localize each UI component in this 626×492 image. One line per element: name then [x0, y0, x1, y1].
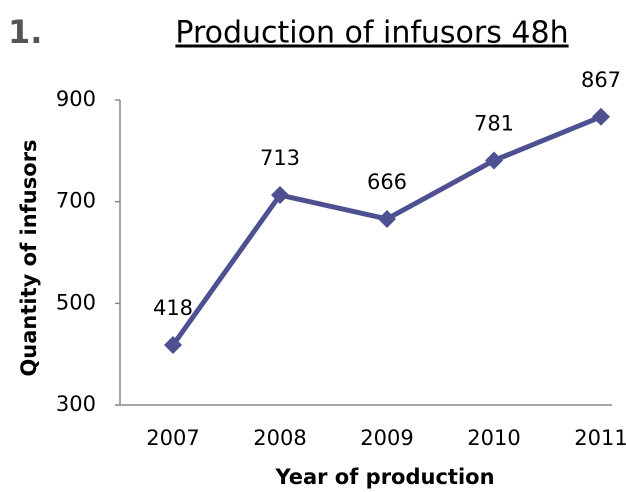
- x-tick-label: 2008: [253, 426, 306, 450]
- data-label: 867: [581, 68, 621, 92]
- marker: [485, 151, 503, 170]
- marker: [378, 209, 396, 228]
- line: [170, 114, 602, 347]
- x-tick-label: 2011: [574, 426, 626, 450]
- x-axis-label: Year of production: [274, 465, 494, 489]
- y-tick-label: 900: [56, 87, 96, 111]
- y-tick-label: 300: [56, 392, 96, 416]
- y-tick-label: 700: [56, 189, 96, 213]
- marker: [592, 107, 610, 126]
- chart-title: Production of infusors 48h: [175, 16, 568, 51]
- data-label: 713: [260, 146, 300, 170]
- marker: [271, 186, 289, 205]
- marker: [164, 336, 182, 355]
- data-label: 666: [367, 170, 407, 194]
- x-tick-label: 2009: [360, 426, 413, 450]
- x-tick-label: 2007: [146, 426, 199, 450]
- y-axis-label: Quantity of infusors: [17, 139, 41, 376]
- data-label: 781: [474, 111, 514, 135]
- data-label: 418: [153, 296, 193, 320]
- section-number: 1.: [8, 13, 42, 51]
- y-tick-label: 500: [56, 290, 96, 314]
- x-tick-label: 2010: [467, 426, 520, 450]
